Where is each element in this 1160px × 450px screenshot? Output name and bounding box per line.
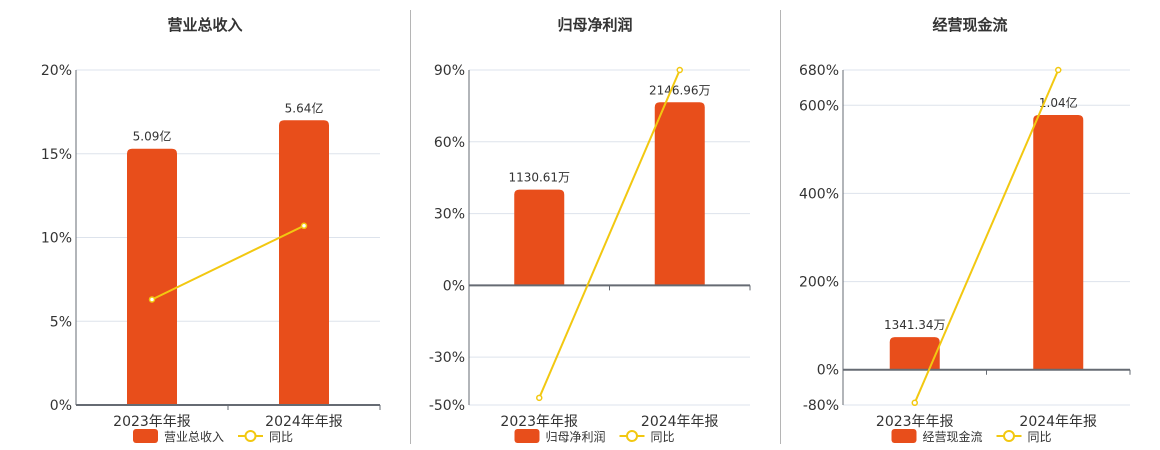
x-category-label: 2024年年报 bbox=[265, 414, 343, 430]
bar-value-label: 1341.34万 bbox=[884, 318, 946, 332]
y-tick-label: 400% bbox=[799, 186, 839, 202]
x-category-label: 2023年年报 bbox=[500, 414, 578, 430]
x-category-label: 2024年年报 bbox=[1019, 414, 1097, 430]
y-tick-label: 5% bbox=[50, 314, 72, 330]
legend-line-marker bbox=[244, 430, 257, 442]
x-category-label: 2023年年报 bbox=[876, 414, 954, 430]
legend-line-label: 同比 bbox=[269, 430, 293, 444]
bar-value-label: 5.64亿 bbox=[285, 100, 324, 115]
yoy-line bbox=[913, 69, 1060, 404]
yoy-line bbox=[151, 224, 305, 301]
chart-panel-cash-flow: 经营现金流 680% 600% 400% 200% 0% -80% 1341.34万 1.04… bbox=[780, 0, 1160, 450]
chart-panel-revenue: 营业总收入 20% 15% 10% 5% 0% 5.09亿 5.64亿 2023年年报 2024… bbox=[0, 0, 410, 450]
y-tick-label: 30% bbox=[434, 207, 465, 223]
bar-value-label: 2146.96万 bbox=[649, 83, 711, 97]
legend-bar-label: 营业总收入 bbox=[164, 430, 224, 444]
chart-title: 经营现金流 bbox=[932, 16, 1008, 34]
x-category-label: 2024年年报 bbox=[641, 414, 719, 430]
legend-bar-swatch bbox=[133, 429, 158, 443]
yoy-point bbox=[536, 394, 543, 402]
chart-title: 营业总收入 bbox=[167, 16, 243, 34]
y-tick-label: 90% bbox=[434, 63, 465, 79]
bar bbox=[889, 337, 940, 370]
panel-divider bbox=[410, 10, 411, 444]
y-tick-label: -50% bbox=[429, 398, 465, 414]
yoy-point bbox=[911, 399, 918, 407]
yoy-point bbox=[1055, 66, 1062, 74]
bar bbox=[1033, 114, 1084, 370]
legend-line-label: 同比 bbox=[1028, 430, 1052, 444]
bar bbox=[514, 189, 565, 286]
y-tick-label: 0% bbox=[817, 363, 839, 379]
yoy-line bbox=[538, 69, 681, 399]
yoy-point bbox=[676, 66, 683, 74]
x-category-label: 2023年年报 bbox=[113, 414, 191, 430]
y-tick-label: -80% bbox=[803, 398, 839, 414]
y-tick-label: 15% bbox=[41, 147, 72, 163]
y-tick-label: 200% bbox=[799, 275, 839, 291]
legend-line-label: 同比 bbox=[651, 430, 675, 444]
chart-panel-net-profit: 归母净利润 90% 60% 30% 0% -30% -50% 1130.61万 2146.96… bbox=[410, 0, 780, 450]
net-profit-chart: 90% 60% 30% 0% -30% -50% 1130.61万 2146.96万 2023年… bbox=[429, 63, 751, 444]
y-tick-label: 20% bbox=[41, 63, 72, 79]
chart-title: 归母净利润 bbox=[557, 16, 633, 34]
legend-line-marker bbox=[1003, 430, 1015, 442]
cash-flow-chart: 680% 600% 400% 200% 0% -80% 1341.34万 1.04亿 2023年… bbox=[799, 63, 1131, 444]
y-tick-label: 0% bbox=[443, 278, 465, 294]
legend-bar-swatch bbox=[891, 429, 917, 443]
bar-value-label: 1.04亿 bbox=[1039, 95, 1078, 110]
bar bbox=[279, 120, 329, 405]
revenue-chart: 20% 15% 10% 5% 0% 5.09亿 5.64亿 2023年年报 2024年年报营业总… bbox=[41, 63, 381, 444]
legend-line-marker bbox=[626, 430, 638, 442]
y-tick-label: 0% bbox=[50, 398, 72, 414]
legend-bar-label: 归母净利润 bbox=[546, 430, 606, 444]
yoy-point bbox=[300, 222, 308, 230]
bar bbox=[654, 102, 705, 286]
y-tick-label: 60% bbox=[434, 135, 465, 151]
bar-value-label: 5.09亿 bbox=[133, 129, 172, 144]
legend-bar-swatch bbox=[514, 429, 540, 443]
yoy-point bbox=[148, 296, 156, 303]
y-tick-label: 600% bbox=[799, 98, 839, 114]
y-tick-label: 10% bbox=[41, 231, 72, 247]
y-tick-label: 680% bbox=[799, 63, 839, 79]
bar-value-label: 1130.61万 bbox=[508, 171, 570, 185]
y-tick-label: -30% bbox=[429, 350, 465, 366]
legend-bar-label: 经营现金流 bbox=[923, 429, 983, 444]
panel-divider bbox=[780, 10, 781, 444]
bar bbox=[127, 148, 177, 405]
